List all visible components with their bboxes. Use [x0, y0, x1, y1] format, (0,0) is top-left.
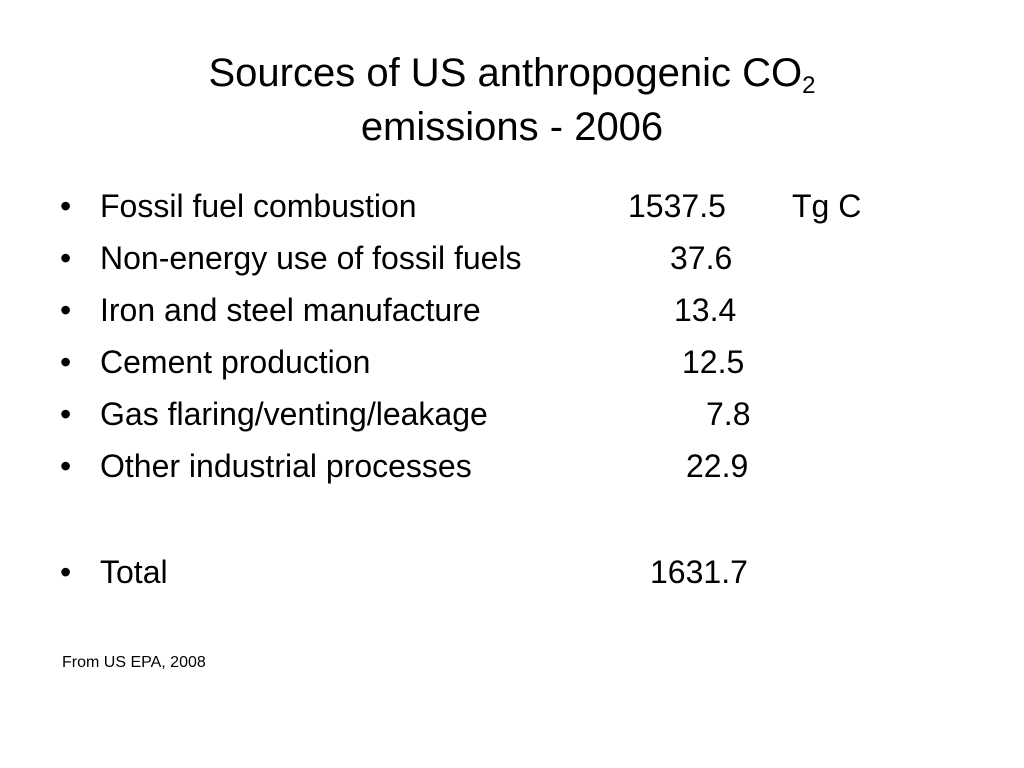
item-label: Fossil fuel combustion: [100, 188, 417, 224]
list-item-total: • Total 1631.7: [60, 550, 960, 594]
item-label: Gas flaring/venting/leakage: [100, 396, 488, 432]
item-label: Other industrial processes: [100, 448, 472, 484]
total-label: Total: [100, 554, 168, 590]
slide-title: Sources of US anthropogenic CO2 emission…: [0, 46, 1024, 154]
bullet-icon: •: [60, 292, 72, 328]
source-note: From US EPA, 2008: [62, 654, 206, 671]
item-value: 13.4: [674, 292, 737, 328]
bullet-icon: •: [60, 396, 72, 432]
list-item-other-industrial: • Other industrial processes 22.9: [60, 444, 960, 488]
bullet-icon: •: [60, 448, 72, 484]
item-label: Non-energy use of fossil fuels: [100, 240, 522, 276]
bullet-icon: •: [60, 188, 72, 224]
list-item-fossil-fuel-combustion: • Fossil fuel combustion 1537.5 Tg C: [60, 184, 960, 228]
item-value: 12.5: [682, 344, 745, 380]
item-value: 37.6: [670, 240, 733, 276]
list-item-cement-production: • Cement production 12.5: [60, 340, 960, 384]
item-unit: Tg C: [792, 188, 862, 224]
list-item-iron-and-steel: • Iron and steel manufacture 13.4: [60, 288, 960, 332]
bullet-icon: •: [60, 240, 72, 276]
item-label: Iron and steel manufacture: [100, 292, 481, 328]
item-value: 22.9: [686, 448, 749, 484]
list-item-non-energy-use: • Non-energy use of fossil fuels 37.6: [60, 236, 960, 280]
title-line-2: emissions - 2006: [360, 105, 664, 149]
item-value: 1537.5: [628, 188, 726, 224]
bullet-icon: •: [60, 554, 72, 590]
title-text: Sources of US anthropogenic CO: [208, 51, 803, 95]
bullet-icon: •: [60, 344, 72, 380]
item-value: 7.8: [706, 396, 751, 432]
total-value: 1631.7: [650, 554, 748, 590]
list-item-gas-flaring: • Gas flaring/venting/leakage 7.8: [60, 392, 960, 436]
item-label: Cement production: [100, 344, 371, 380]
title-subscript: 2: [802, 72, 816, 99]
title-line-1: Sources of US anthropogenic CO2: [0, 46, 1024, 100]
